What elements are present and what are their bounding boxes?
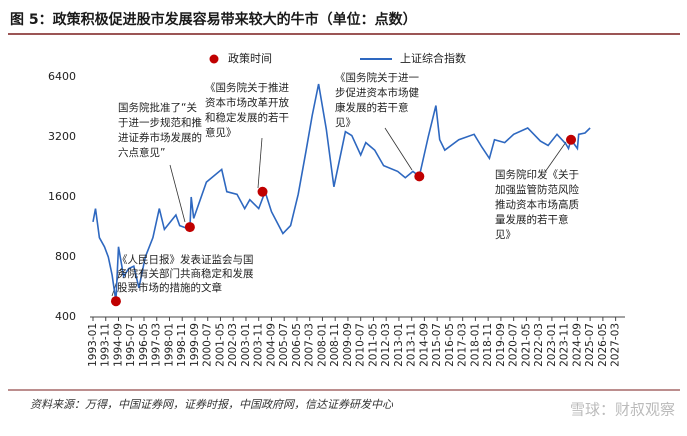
x-tick-label: 2013-11 xyxy=(406,323,418,367)
x-tick-label: 1998-11 xyxy=(176,323,188,367)
x-tick-label: 2003-11 xyxy=(253,323,265,367)
x-tick-label: 2022-03 xyxy=(533,323,545,367)
x-tick-label: 1997-03 xyxy=(151,323,163,367)
x-tick-label: 2002-03 xyxy=(227,323,239,367)
x-tick-label: 2023-01 xyxy=(546,323,558,367)
x-tick-label: 1993-01 xyxy=(87,323,99,367)
annotation: 见》 xyxy=(335,117,356,129)
x-tick-label: 2009-09 xyxy=(342,323,354,367)
y-tick-label: 400 xyxy=(55,310,76,323)
source: 资料来源：万得，中国证券网，证券时报，中国政府网，信达证券研发中心 xyxy=(30,398,394,411)
annotation: 和稳定发展的若干 xyxy=(205,111,289,124)
annotation: 意见》 xyxy=(205,126,237,139)
x-tick-label: 2015-07 xyxy=(431,323,443,367)
annotation: 于进一步规范和推 xyxy=(118,116,202,129)
legend-label: 上证综合指数 xyxy=(400,51,466,65)
x-tick-label: 2000-07 xyxy=(202,323,214,367)
annotation: 进证券市场发展的 xyxy=(118,131,202,144)
x-tick-label: 2018-01 xyxy=(469,323,481,367)
annotation: 《国务院关于进一 xyxy=(335,71,419,84)
x-tick-label: 1994-09 xyxy=(112,323,124,367)
event-dot xyxy=(566,134,577,145)
annotation: 康发展的若干意 xyxy=(335,101,409,114)
chart-title: 图 5：政策积极促进股市发展容易带来较大的牛市（单位：点数） xyxy=(10,11,417,28)
legend-dot xyxy=(209,54,219,64)
x-tick-label: 2014-09 xyxy=(418,323,430,367)
annotation: 国务院印发《关于 xyxy=(495,168,579,181)
x-tick-label: 1996-05 xyxy=(138,323,150,367)
x-tick-label: 2021-05 xyxy=(520,323,532,367)
annotation: 国务院批准了“关 xyxy=(118,101,197,114)
event-dot xyxy=(110,296,121,307)
annotation: 步促进资本市场健 xyxy=(335,86,419,99)
annotation: 资本市场改革开放 xyxy=(205,96,289,109)
index-line xyxy=(92,83,591,302)
x-tick-label: 2008-11 xyxy=(329,323,341,367)
annotation: 股票市场的措施的文章 xyxy=(117,281,222,294)
annotation: 务院有关部门共商稳定和发展 xyxy=(117,267,254,280)
x-tick-label: 2025-07 xyxy=(584,323,596,367)
x-tick-label: 2026-05 xyxy=(597,323,609,367)
x-tick-label: 2018-11 xyxy=(482,323,494,367)
annotation: 《国务院关于推进 xyxy=(205,81,289,94)
legend-label: 政策时间 xyxy=(228,51,272,65)
x-tick-label: 2006-05 xyxy=(291,323,303,367)
x-tick-label: 2020-07 xyxy=(508,323,520,367)
x-tick-label: 2003-01 xyxy=(240,323,252,367)
annotation: 六点意见” xyxy=(118,146,165,159)
y-tick-label: 3200 xyxy=(48,130,76,143)
event-dot xyxy=(414,171,425,182)
event-dot xyxy=(184,222,195,233)
annotation: 加强监管防范风险 xyxy=(495,183,579,196)
x-tick-label: 2012-03 xyxy=(380,323,392,367)
watermark: 雪球：财叔观察 xyxy=(570,401,675,419)
x-tick-label: 1998-01 xyxy=(163,323,175,367)
x-tick-label: 2023-11 xyxy=(559,323,571,367)
x-tick-label: 2027-03 xyxy=(610,323,622,367)
leaders xyxy=(111,127,567,297)
annotation: 《人民日报》发表证监会与国 xyxy=(117,253,254,266)
x-tick-label: 2019-09 xyxy=(495,323,507,367)
annotation: 推动资本市场高质 xyxy=(495,198,579,211)
x-tick-label: 1999-09 xyxy=(189,323,201,367)
x-tick-label: 2004-09 xyxy=(265,323,277,367)
annotation: 量发展的若干意 xyxy=(495,213,569,226)
x-tick-label: 2007-03 xyxy=(304,323,316,367)
x-tick-label: 2016-05 xyxy=(444,323,456,367)
x-tick-label: 2024-09 xyxy=(571,323,583,367)
x-tick-label: 2008-01 xyxy=(316,323,328,367)
x-tick-label: 1995-07 xyxy=(125,323,137,367)
annotation: 见》 xyxy=(495,229,516,241)
x-tick-label: 1993-11 xyxy=(100,323,112,367)
y-tick-label: 800 xyxy=(55,250,76,263)
y-tick-label: 6400 xyxy=(48,70,76,83)
event-dot xyxy=(257,186,268,197)
x-tick-label: 2010-07 xyxy=(355,323,367,367)
x-tick-label: 2005-07 xyxy=(278,323,290,367)
x-tick-label: 2011-05 xyxy=(367,323,379,367)
y-tick-label: 1600 xyxy=(48,190,76,203)
x-tick-label: 2017-03 xyxy=(457,323,469,367)
x-tick-label: 2013-01 xyxy=(393,323,405,367)
x-tick-label: 2001-05 xyxy=(214,323,226,367)
